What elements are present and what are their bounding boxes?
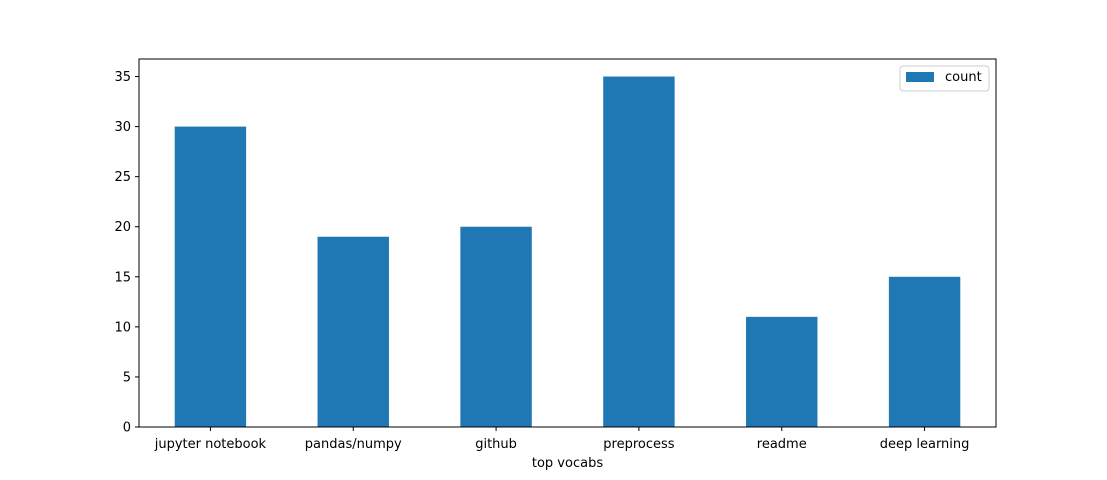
bar-deep-learning: [888, 276, 961, 427]
plot-frame: [138, 58, 997, 428]
bar-jupyter-notebook: [174, 126, 247, 428]
x-tick-label: preprocess: [603, 437, 674, 452]
y-tick-label: 35: [114, 70, 131, 85]
bar-pandas-numpy: [317, 236, 389, 427]
legend: count: [899, 65, 990, 92]
legend-label: count: [945, 70, 982, 85]
y-axis: 0 5 10 15 20 25 30 35: [114, 70, 139, 436]
bar-preprocess: [603, 76, 675, 428]
y-tick-label: 25: [114, 170, 131, 185]
y-tick-label: 0: [123, 421, 131, 436]
x-tick-label: deep learning: [880, 437, 970, 452]
y-tick-label: 5: [123, 370, 131, 385]
bars-layer: [174, 76, 961, 428]
x-tick-label: pandas/numpy: [305, 437, 402, 452]
y-tick-label: 15: [114, 270, 131, 285]
y-tick-label: 10: [114, 320, 131, 335]
bar-readme: [746, 316, 818, 427]
bar-github: [460, 226, 532, 427]
x-axis-title: top vocabs: [532, 456, 603, 471]
x-tick-label: jupyter notebook: [154, 437, 267, 452]
x-tick-label: readme: [757, 437, 807, 452]
y-tick-label: 30: [114, 120, 131, 135]
y-tick-label: 20: [114, 220, 131, 235]
legend-swatch: [906, 72, 934, 82]
x-axis: jupyter notebook pandas/numpy github prepro…: [154, 427, 970, 452]
x-tick-label: github: [475, 437, 517, 452]
